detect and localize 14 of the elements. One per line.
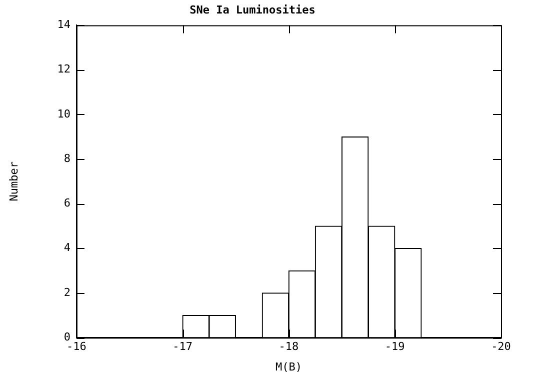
x-tick-label: -19 xyxy=(384,340,405,354)
y-tick-label: 2 xyxy=(64,286,70,299)
y-tick-label: 6 xyxy=(64,196,70,210)
y-tick-label: 8 xyxy=(64,152,70,165)
x-tick-label: -20 xyxy=(491,340,511,354)
x-tick-label: -17 xyxy=(172,340,193,354)
y-tick-label: 4 xyxy=(64,241,71,254)
y-tick-label: 12 xyxy=(57,62,70,76)
y-tick-label: 14 xyxy=(57,18,71,32)
y-tick-label: 10 xyxy=(57,107,70,120)
y-axis-title: Number xyxy=(7,161,20,202)
x-tick-label: -18 xyxy=(278,340,299,354)
x-axis-title: M(B) xyxy=(275,360,302,374)
chart-title: SNe Ia Luminosities xyxy=(190,3,316,16)
